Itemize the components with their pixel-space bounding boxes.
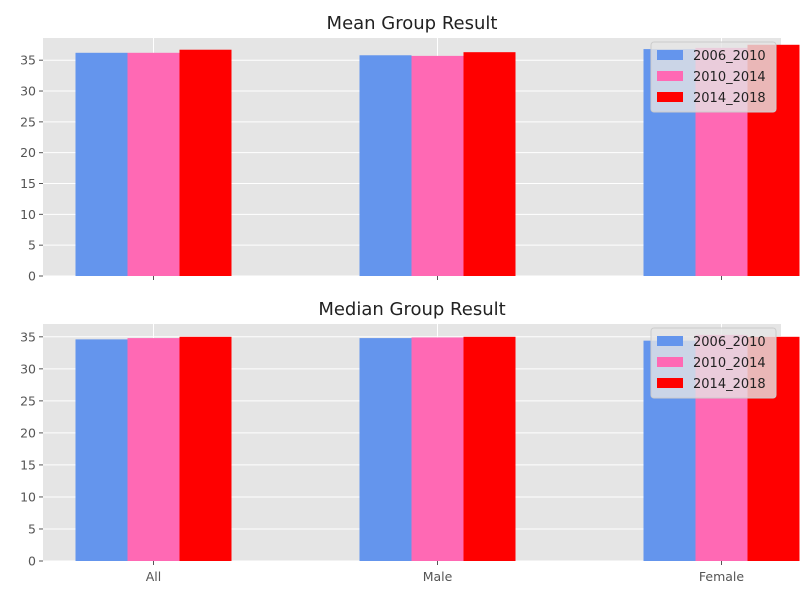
legend-swatch-2014_2018 <box>657 378 683 388</box>
bar-2006_2010-all <box>75 339 128 561</box>
y-tick-label: 5 <box>28 238 36 253</box>
median-result-chart: 0 5 10 15 20 25 30 35 All Male Female Median Group … <box>20 299 800 584</box>
bar-2014_2018-male <box>463 52 516 276</box>
bar-2014_2018-all <box>179 49 232 276</box>
bar-2006_2010-male <box>359 338 412 561</box>
y-tick-label: 30 <box>20 84 36 99</box>
bar-2006_2010-male <box>359 55 412 276</box>
bar-2010_2014-all <box>127 52 180 276</box>
legend-label-2006_2010: 2006_2010 <box>693 335 766 350</box>
y-tick-label: 35 <box>20 329 36 344</box>
bar-2014_2018-all <box>179 336 232 561</box>
mean-result-chart: 0 5 10 15 20 25 30 35 Mean Group Result 2006_2010… <box>20 13 800 284</box>
legend-label-2010_2014: 2010_2014 <box>693 70 766 85</box>
legend: 2006_2010 2010_2014 2014_2018 <box>650 327 777 399</box>
bar-2010_2014-all <box>127 338 180 561</box>
y-tick-label: 15 <box>20 176 36 191</box>
y-tick-label: 20 <box>20 145 36 160</box>
y-tick-label: 10 <box>20 489 36 504</box>
x-tick-label: All <box>146 569 162 584</box>
bar-2014_2018-male <box>463 336 516 561</box>
chart-title: Median Group Result <box>318 299 505 320</box>
legend-swatch-2010_2014 <box>657 357 683 367</box>
y-tick-label: 30 <box>20 361 36 376</box>
legend-swatch-2006_2010 <box>657 50 683 60</box>
legend-swatch-2006_2010 <box>657 336 683 346</box>
bar-2010_2014-male <box>411 337 464 561</box>
y-tick-label: 5 <box>28 521 36 536</box>
y-tick-label: 20 <box>20 425 36 440</box>
legend-label-2006_2010: 2006_2010 <box>693 49 766 64</box>
y-tick-label: 25 <box>20 114 36 129</box>
y-tick-label: 0 <box>28 269 36 284</box>
y-tick-label: 15 <box>20 457 36 472</box>
legend-swatch-2014_2018 <box>657 92 683 102</box>
x-tick-label: Female <box>699 569 745 584</box>
y-tick-label: 0 <box>28 554 36 569</box>
bar-2006_2010-all <box>75 52 128 276</box>
x-tick-label: Male <box>423 569 453 584</box>
y-tick-label: 35 <box>20 53 36 68</box>
legend-label-2014_2018: 2014_2018 <box>693 91 766 106</box>
legend-label-2014_2018: 2014_2018 <box>693 377 766 392</box>
chart-title: Mean Group Result <box>327 13 498 34</box>
legend: 2006_2010 2010_2014 2014_2018 <box>650 41 777 113</box>
y-tick-label: 25 <box>20 393 36 408</box>
legend-label-2010_2014: 2010_2014 <box>693 356 766 371</box>
y-tick-label: 10 <box>20 207 36 222</box>
bar-2010_2014-male <box>411 55 464 276</box>
legend-swatch-2010_2014 <box>657 71 683 81</box>
